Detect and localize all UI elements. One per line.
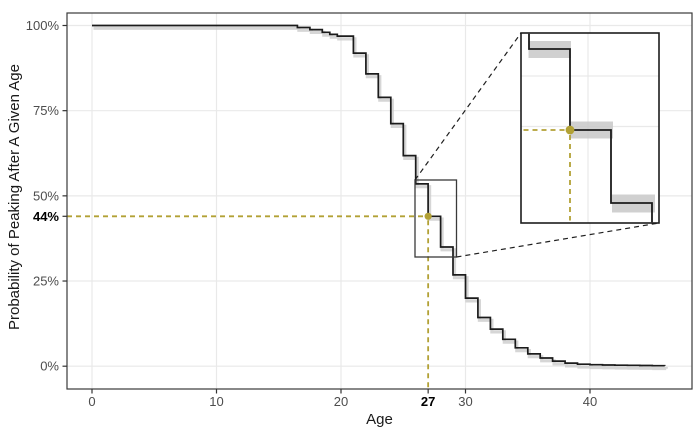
- x-tick-label: 20: [334, 394, 348, 409]
- zoom-inset: [520, 32, 660, 224]
- x-tick-label: 40: [583, 394, 597, 409]
- x-tick-label: 10: [209, 394, 223, 409]
- inset-highlight-point: [565, 125, 575, 135]
- inset-curve: [528, 33, 653, 223]
- y-axis-title: Probability of Peaking After A Given Age: [6, 64, 23, 331]
- y-tick-label: 75%: [33, 103, 59, 118]
- connector-line-bottom: [456, 222, 660, 258]
- y-tick-label: 0%: [40, 359, 59, 374]
- y-tick-label: 44%: [33, 209, 59, 224]
- panel-border: [66, 12, 693, 390]
- connector-line-top: [414, 32, 522, 181]
- x-axis-title: Age: [366, 411, 393, 428]
- x-tick-label: 0: [88, 394, 95, 409]
- x-tick-label: 30: [458, 394, 472, 409]
- x-tick-label: 27: [421, 394, 435, 409]
- survival-curve: [92, 24, 666, 367]
- highlight-point: [424, 212, 432, 220]
- y-tick-label: 25%: [33, 274, 59, 289]
- inset-border: [520, 32, 660, 224]
- confidence-band-shadow: [93, 26, 668, 371]
- zoom-source-box: [414, 179, 458, 258]
- y-tick-label: 50%: [33, 188, 59, 203]
- y-tick-label: 100%: [26, 18, 60, 33]
